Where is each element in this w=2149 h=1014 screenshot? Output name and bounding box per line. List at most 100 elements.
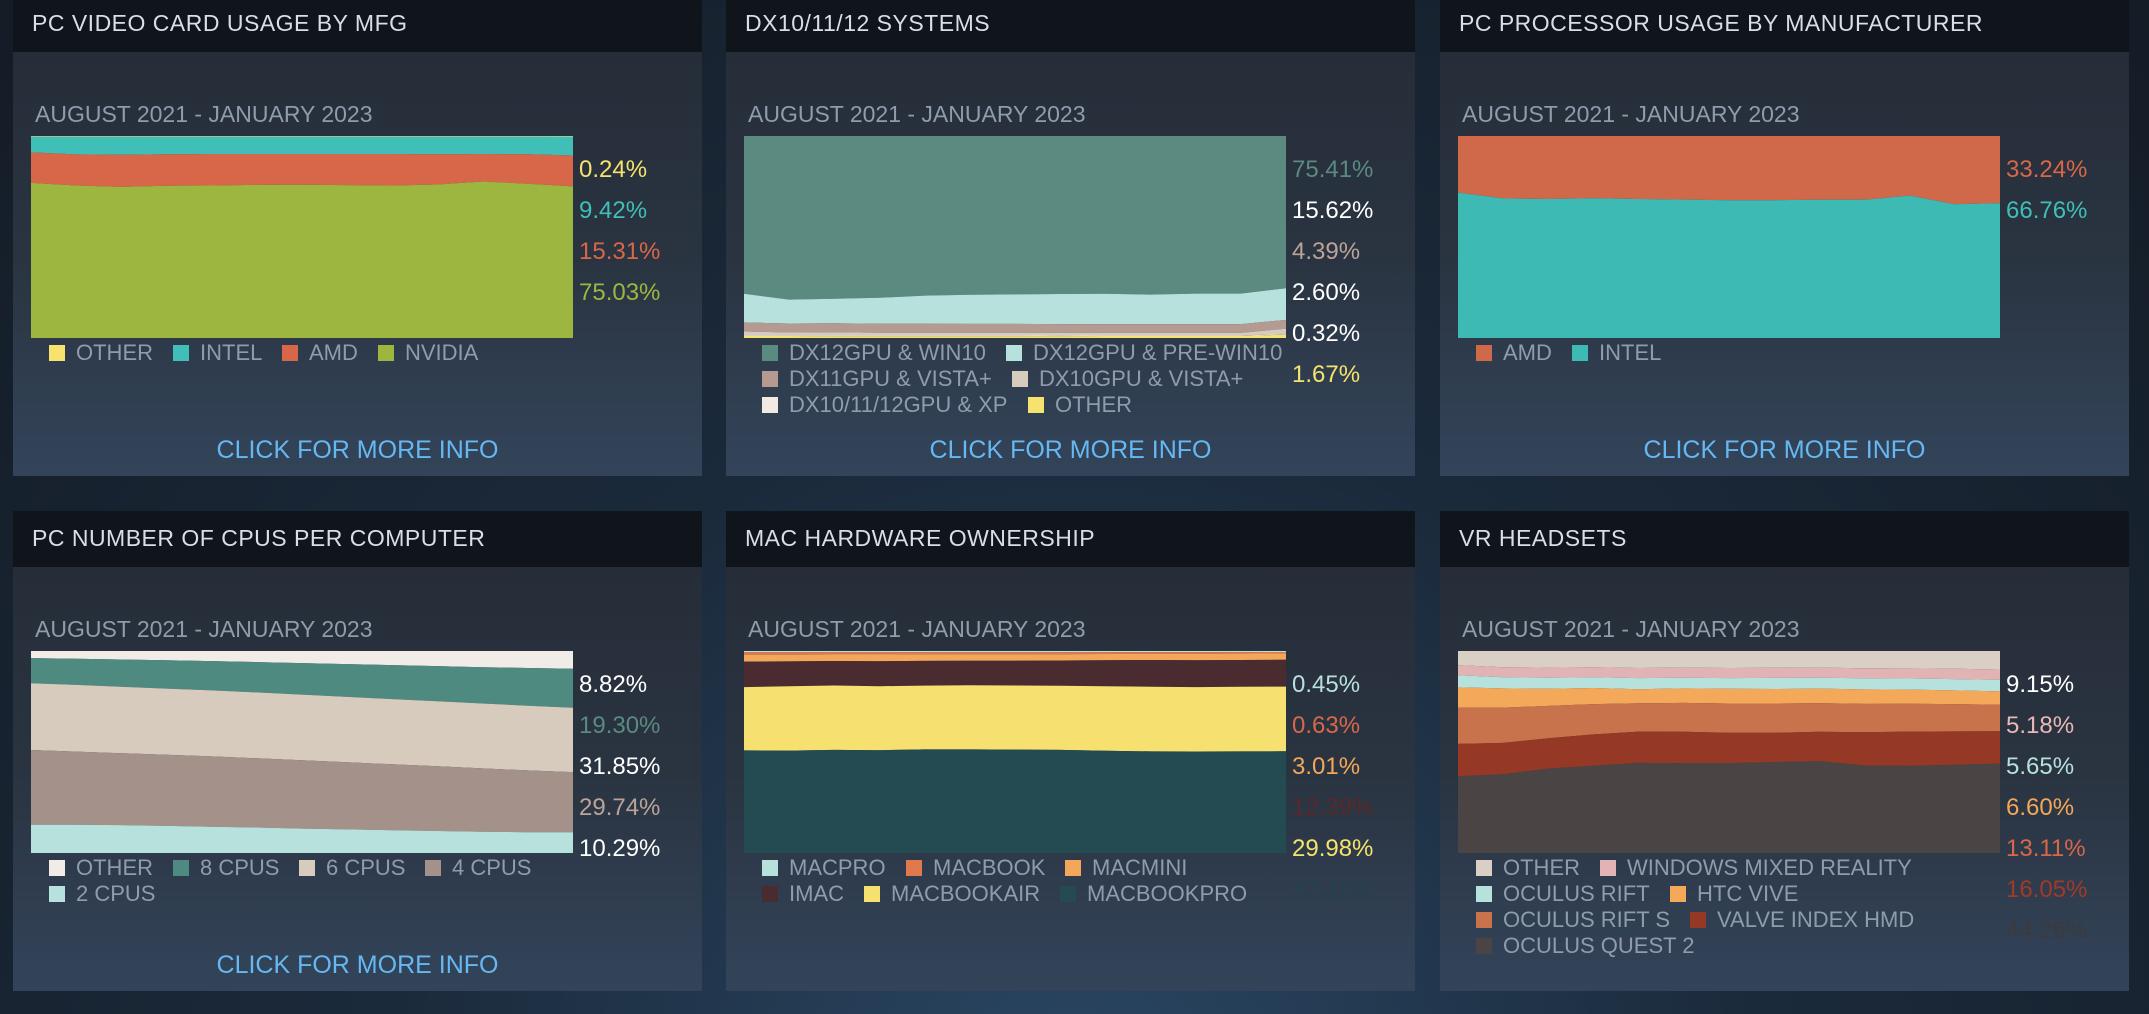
date-range: AUGUST 2021 - JANUARY 2023 — [35, 101, 373, 127]
series-area-2-cpus[interactable] — [31, 824, 573, 853]
date-range: AUGUST 2021 - JANUARY 2023 — [748, 616, 1086, 642]
legend-item-oculus-rift: OCULUS RIFT — [1476, 881, 1650, 907]
series-area-valve-index-hmd[interactable] — [1458, 731, 2000, 777]
panel-cpus-per-computer: PC NUMBER OF CPUS PER COMPUTER AUGUST 20… — [13, 511, 702, 991]
series-area-oculus-quest-2[interactable] — [1458, 761, 2000, 853]
percent-label-other: 8.82% — [579, 671, 648, 698]
series-area-6-cpus[interactable] — [31, 683, 573, 773]
percent-label-oculus-rift: 5.65% — [2006, 753, 2075, 780]
series-area-windows-mixed-reality[interactable] — [1458, 665, 2000, 680]
legend-swatch — [1476, 860, 1492, 876]
series-area-dx10gpu-vista[interactable] — [744, 328, 1286, 336]
legend-swatch — [1670, 886, 1686, 902]
panel-processor-usage: PC PROCESSOR USAGE BY MANUFACTURER AUGUS… — [1440, 0, 2129, 476]
legend-swatch — [49, 345, 65, 361]
series-area-imac[interactable] — [744, 659, 1286, 688]
percent-label-amd: 15.31% — [579, 238, 661, 265]
legend-label: INTEL — [200, 340, 263, 365]
series-area-other[interactable] — [1458, 651, 2000, 670]
legend-swatch — [1600, 860, 1616, 876]
series-area-dx12gpu-win10[interactable] — [744, 136, 1286, 300]
stacked-area-chart[interactable] — [744, 651, 1286, 853]
series-area-4-cpus[interactable] — [31, 750, 573, 833]
percent-label-nvidia: 75.03% — [579, 279, 661, 306]
legend-swatch — [378, 345, 394, 361]
series-area-oculus-rift[interactable] — [1458, 675, 2000, 692]
more-info-link[interactable]: CLICK FOR MORE INFO — [1643, 436, 1926, 464]
legend-item-intel: INTEL — [173, 340, 262, 366]
legend-label: DX11GPU & VISTA+ — [789, 366, 992, 391]
percent-label-macbook: 0.63% — [1292, 712, 1361, 739]
legend-swatch — [1065, 860, 1081, 876]
legend-item-dx12gpu-win10: DX12GPU & WIN10 — [762, 340, 986, 366]
legend-label: HTC VIVE — [1697, 881, 1799, 906]
legend-label: OCULUS RIFT — [1503, 881, 1650, 906]
series-area-nvidia[interactable] — [31, 181, 573, 339]
legend-item-macbook: MACBOOK — [906, 855, 1045, 881]
series-area-dx12gpu-pre-win10[interactable] — [744, 288, 1286, 325]
legend-item-macmini: MACMINI — [1065, 855, 1187, 881]
series-area-intel[interactable] — [31, 136, 573, 156]
legend-swatch — [425, 860, 441, 876]
stacked-area-chart[interactable] — [31, 651, 573, 853]
date-range: AUGUST 2021 - JANUARY 2023 — [1462, 101, 1800, 127]
series-area-other[interactable] — [744, 334, 1286, 338]
legend-item-nvidia: NVIDIA — [378, 340, 478, 366]
percent-label-macpro: 0.45% — [1292, 671, 1361, 698]
series-area-8-cpus[interactable] — [31, 658, 573, 708]
legend-swatch — [1476, 886, 1492, 902]
legend-label: OTHER — [76, 340, 153, 365]
percent-label-4-cpus: 29.74% — [579, 794, 661, 821]
legend-label: DX10GPU & VISTA+ — [1039, 366, 1244, 391]
series-area-oculus-rift-s[interactable] — [1458, 702, 2000, 744]
more-info-link[interactable]: CLICK FOR MORE INFO — [929, 436, 1212, 464]
series-area-other[interactable] — [31, 651, 573, 669]
legend-swatch — [906, 860, 922, 876]
series-area-intel[interactable] — [1458, 192, 2000, 338]
series-area-macmini[interactable] — [744, 653, 1286, 662]
legend-swatch — [282, 345, 298, 361]
legend-label: 8 CPUS — [200, 855, 280, 880]
more-info-link[interactable]: CLICK FOR MORE INFO — [216, 951, 499, 979]
percent-label-dx10gpu-vista: 2.60% — [1292, 279, 1361, 306]
legend-label: WINDOWS MIXED REALITY — [1627, 855, 1912, 880]
legend-label: DX10/11/12GPU & XP — [789, 392, 1008, 417]
percent-label-oculus-quest-2: 44.26% — [2006, 917, 2088, 944]
series-area-dx11gpu-vista[interactable] — [744, 319, 1286, 333]
legend-item-dx11gpu-vista: DX11GPU & VISTA+ — [762, 366, 992, 392]
series-area-dx10-11-12gpu-xp[interactable] — [744, 334, 1286, 337]
percent-label-macbookair: 29.98% — [1292, 835, 1374, 862]
stacked-area-chart[interactable] — [31, 136, 573, 338]
legend-label: MACBOOK — [933, 855, 1046, 880]
percent-label-dx12gpu-win10: 75.41% — [1292, 156, 1374, 183]
legend-item-oculus-quest-2: OCULUS QUEST 2 — [1476, 933, 1695, 959]
legend-swatch — [1690, 912, 1706, 928]
legend-item-amd: AMD — [282, 340, 358, 366]
legend-swatch — [49, 886, 65, 902]
series-area-htc-vive[interactable] — [1458, 687, 2000, 708]
legend-label: OCULUS RIFT S — [1503, 907, 1671, 932]
percent-label-valve-index-hmd: 16.05% — [2006, 876, 2088, 903]
percent-label-2-cpus: 10.29% — [579, 835, 661, 862]
series-area-macpro[interactable] — [744, 651, 1286, 653]
legend-label: DX12GPU & WIN10 — [789, 340, 986, 365]
series-area-macbookair[interactable] — [744, 685, 1286, 752]
series-area-other[interactable] — [31, 136, 573, 137]
stacked-area-chart[interactable] — [744, 136, 1286, 338]
stacked-area-chart[interactable] — [1458, 651, 2000, 853]
legend-item-other: OTHER — [49, 340, 153, 366]
series-area-macbook[interactable] — [744, 652, 1286, 655]
percent-label-8-cpus: 19.30% — [579, 712, 661, 739]
legend-swatch — [762, 345, 778, 361]
legend-label: NVIDIA — [405, 340, 479, 365]
legend-swatch — [1572, 345, 1588, 361]
panel-title: VR HEADSETS — [1459, 525, 1627, 551]
legend-item-other: OTHER — [1028, 392, 1132, 418]
legend-label: 4 CPUS — [452, 855, 532, 880]
stacked-area-chart[interactable] — [1458, 136, 2000, 338]
series-area-amd[interactable] — [1458, 136, 2000, 205]
series-area-amd[interactable] — [31, 152, 573, 187]
series-area-macbookpro[interactable] — [744, 749, 1286, 853]
panel-dx-systems: DX10/11/12 SYSTEMS AUGUST 2021 - JANUARY… — [726, 0, 1415, 476]
more-info-link[interactable]: CLICK FOR MORE INFO — [216, 436, 499, 464]
